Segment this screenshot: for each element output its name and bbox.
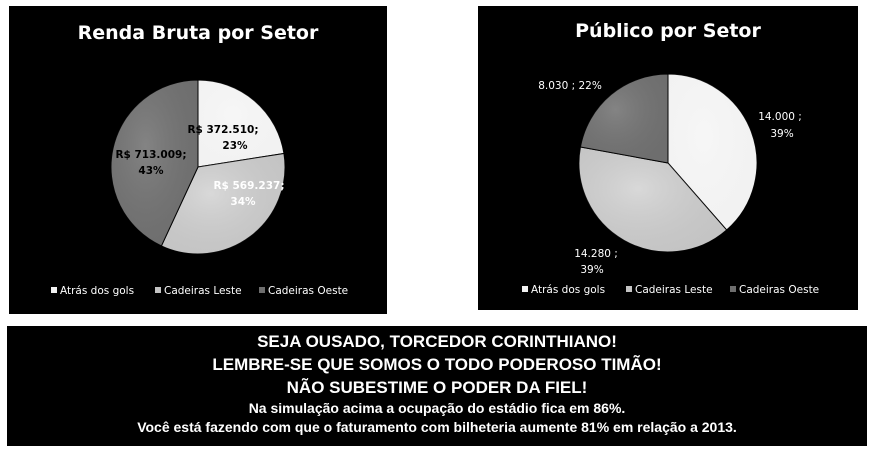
legend-swatch-cadeiras-leste — [626, 286, 632, 292]
legend-label-cadeiras-leste: Cadeiras Leste — [164, 285, 242, 297]
chart-title: Renda Bruta por Setor — [78, 22, 319, 44]
publico-chart: Público por Setor 14.000 ; 39% 14.280 ; 39% 8… — [478, 6, 858, 310]
pie-slice-shade-cadeiras-leste — [161, 153, 285, 254]
legend-swatch-cadeiras-leste — [155, 287, 161, 293]
legend-swatch-atras-dos-gols — [522, 286, 528, 292]
pie-slice-shade-cadeiras-oeste — [580, 73, 668, 163]
legend-label-cadeiras-leste: Cadeiras Leste — [635, 284, 713, 296]
banner-line-3: NÃO SUBESTIME O PODER DA FIEL! — [286, 378, 588, 397]
data-label-value: 14.000 ; — [758, 111, 802, 123]
legend-label-atras-dos-gols: Atrás dos gols — [531, 284, 605, 296]
data-label-value: 8.030 ; 22% — [538, 80, 602, 92]
data-label-percent: 34% — [230, 196, 256, 208]
renda-bruta-pie-svg: Renda Bruta por Setor R$ 372.510; 23% R$ 56… — [51, 22, 348, 297]
legend-label-atras-dos-gols: Atrás dos gols — [60, 285, 134, 297]
data-label-value: R$ 569.237; — [213, 180, 284, 192]
pie-slice-shade-atras-dos-gols — [668, 74, 757, 230]
legend-label-cadeiras-oeste: Cadeiras Oeste — [739, 284, 819, 296]
data-label-value: 14.280 ; — [574, 248, 618, 260]
pie-slice-shade-cadeiras-oeste — [111, 80, 198, 246]
data-label-percent: 23% — [222, 140, 248, 152]
data-label-percent: 39% — [770, 128, 793, 140]
data-label-percent: 43% — [138, 165, 164, 177]
banner-line-4: Na simulação acima a ocupação do estádio… — [248, 400, 626, 416]
legend-swatch-cadeiras-oeste — [730, 286, 736, 292]
pie-slice-shade-atras-dos-gols — [198, 80, 284, 167]
legend-swatch-cadeiras-oeste — [259, 287, 265, 293]
banner-line-1: SEJA OUSADO, TORCEDOR CORINTHIANO! — [257, 332, 617, 351]
data-label-percent: 39% — [580, 264, 603, 276]
message-banner: SEJA OUSADO, TORCEDOR CORINTHIANO! LEMBR… — [7, 326, 867, 446]
banner-line-5: Você está fazendo com que o faturamento … — [137, 419, 737, 435]
chart-title: Público por Setor — [575, 20, 761, 42]
pie-slice-shade-cadeiras-leste — [579, 146, 727, 252]
data-label-value: R$ 713.009; — [115, 149, 186, 161]
data-label-value: R$ 372.510; — [187, 124, 258, 136]
renda-bruta-chart: Renda Bruta por Setor R$ 372.510; 23% R$ 56… — [9, 6, 387, 314]
legend-swatch-atras-dos-gols — [51, 287, 57, 293]
publico-pie-svg: Público por Setor 14.000 ; 39% 14.280 ; 39% 8… — [522, 20, 819, 296]
legend-label-cadeiras-oeste: Cadeiras Oeste — [268, 285, 348, 297]
banner-line-2: LEMBRE-SE QUE SOMOS O TODO PODEROSO TIMÃ… — [212, 355, 662, 374]
